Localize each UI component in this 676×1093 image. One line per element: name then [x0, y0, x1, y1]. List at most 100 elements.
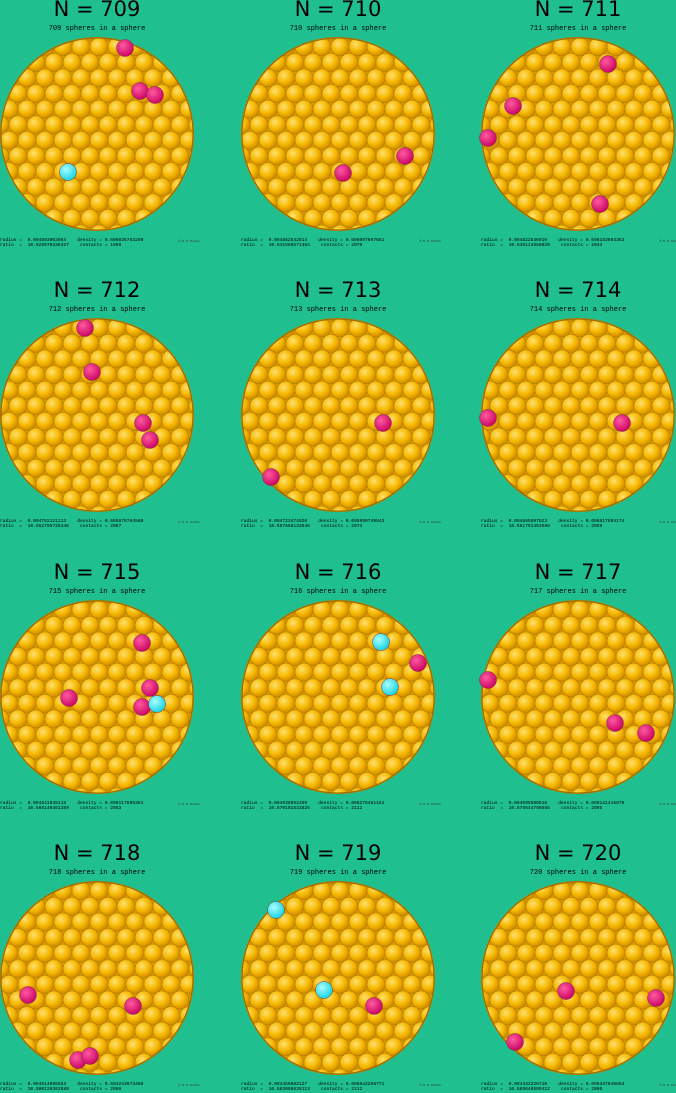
- credit: © R. H. Hardin: [659, 802, 676, 806]
- sphere-packing: [0, 600, 194, 794]
- highlighted-sphere: [133, 698, 151, 716]
- panel: N = 718 718 spheres in a sphere radius = 0…: [0, 841, 200, 1092]
- sphere-packing: [241, 318, 435, 512]
- stats-line: radius = 0.094503003964 density = 0.6960…: [0, 237, 144, 243]
- panel-subtitle: 716 spheres in a sphere: [290, 588, 387, 596]
- panel: N = 719 719 spheres in a sphere radius = 0…: [241, 841, 441, 1092]
- highlighted-sphere: [372, 633, 390, 651]
- highlighted-sphere: [76, 319, 94, 337]
- highlighted-sphere: [365, 997, 383, 1015]
- highlighted-sphere: [381, 678, 399, 696]
- highlighted-sphere: [267, 901, 285, 919]
- stats-line: ratio = 10.557666133545 contacts = 2074: [241, 523, 363, 529]
- sphere-packing: [0, 318, 194, 512]
- highlighted-sphere: [133, 634, 151, 652]
- highlighted-sphere: [134, 414, 152, 432]
- highlighted-sphere: [83, 363, 101, 381]
- highlighted-sphere: [613, 414, 631, 432]
- highlighted-sphere: [396, 147, 414, 165]
- highlighted-sphere: [141, 679, 159, 697]
- credit: © R. H. Hardin: [419, 239, 441, 243]
- stats-line: radius = 0.094762121113 density = 0.6958…: [0, 518, 144, 524]
- credit: © R. H. Hardin: [659, 520, 676, 524]
- panel-subtitle: 711 spheres in a sphere: [530, 25, 627, 33]
- stats-line: ratio = 10.552795725446 contacts = 2087: [0, 523, 122, 529]
- panel: N = 715 715 spheres in a sphere radius = 0…: [0, 560, 200, 811]
- highlighted-sphere: [504, 97, 522, 115]
- panel-subtitle: 718 spheres in a sphere: [49, 869, 146, 877]
- stats-line: radius = 0.094723474926 density = 0.6959…: [241, 518, 385, 524]
- sphere-packing: [481, 600, 675, 794]
- stats-line: ratio = 10.566140461359 contacts = 2053: [0, 805, 122, 811]
- credit: © R. H. Hardin: [419, 520, 441, 524]
- stats-line: radius = 0.094514995563 density = 0.6942…: [0, 1081, 144, 1087]
- highlighted-sphere: [606, 714, 624, 732]
- highlighted-sphere: [479, 409, 497, 427]
- panel: N = 711 711 spheres in a sphere radius = 0…: [481, 0, 676, 248]
- stats-line: radius = 0.094459882127 density = 0.6966…: [241, 1081, 385, 1087]
- stats-line: ratio = 10.541568571384 contacts = 2079: [241, 242, 363, 248]
- highlighted-sphere: [148, 695, 166, 713]
- panel-title: N = 709: [54, 0, 141, 21]
- sphere-packing: [0, 37, 194, 231]
- panel-title: N = 714: [535, 278, 622, 302]
- panel: N = 709 709 spheres in a sphere radius = 0…: [0, 0, 200, 248]
- panel-subtitle: 715 spheres in a sphere: [49, 588, 146, 596]
- highlighted-sphere: [131, 82, 149, 100]
- sphere-packing: [481, 37, 675, 231]
- panel: N = 716 716 spheres in a sphere radius = 0…: [241, 560, 441, 811]
- stats-line: ratio = 10.589640509412 contacts = 2096: [481, 1086, 603, 1092]
- sphere-packing: [241, 37, 435, 231]
- sphere-packing: [481, 881, 675, 1075]
- panel-subtitle: 710 spheres in a sphere: [290, 25, 387, 33]
- highlighted-sphere: [647, 989, 665, 1007]
- stats-line: ratio = 10.570101533826 contacts = 2112: [241, 805, 363, 811]
- panel: N = 720 720 spheres in a sphere radius = 0…: [481, 841, 676, 1092]
- panel-subtitle: 720 spheres in a sphere: [530, 869, 627, 877]
- highlighted-sphere: [146, 86, 164, 104]
- highlighted-sphere: [557, 982, 575, 1000]
- highlighted-sphere: [409, 654, 427, 672]
- credit: © R. H. Hardin: [178, 1083, 200, 1087]
- credit: © R. H. Hardin: [419, 802, 441, 806]
- panel: N = 712 712 spheres in a sphere radius = 0…: [0, 278, 200, 529]
- stats-line: radius = 0.094433226710 density = 0.6963…: [481, 1081, 625, 1087]
- stats-line: ratio = 10.580128362589 contacts = 2098: [0, 1086, 122, 1092]
- credit: © R. H. Hardin: [419, 1083, 441, 1087]
- panel-title: N = 718: [54, 841, 141, 865]
- highlighted-sphere: [591, 195, 609, 213]
- highlighted-sphere: [315, 981, 333, 999]
- stats-line: ratio = 10.583096835113 contacts = 2112: [241, 1086, 363, 1092]
- highlighted-sphere: [59, 163, 77, 181]
- panel: N = 714 714 spheres in a sphere radius = 0…: [481, 278, 676, 529]
- highlighted-sphere: [124, 997, 142, 1015]
- panel-title: N = 716: [295, 560, 382, 584]
- panel-subtitle: 713 spheres in a sphere: [290, 306, 387, 314]
- highlighted-sphere: [116, 39, 134, 57]
- stats-line: ratio = 10.546114856020 contacts = 2043: [481, 242, 603, 248]
- panel-subtitle: 709 spheres in a sphere: [49, 25, 146, 33]
- stats-line: ratio = 10.526970336427 contacts = 1989: [0, 242, 122, 248]
- sphere-packing: [481, 318, 675, 512]
- panel: N = 710 710 spheres in a sphere radius = 0…: [241, 0, 441, 248]
- stats-line: ratio = 10.575644799555 contacts = 2095: [481, 805, 603, 811]
- stats-line: radius = 0.094638892369 density = 0.6962…: [241, 800, 385, 806]
- credit: © R. H. Hardin: [178, 239, 200, 243]
- highlighted-sphere: [637, 724, 655, 742]
- panel-title: N = 717: [535, 560, 622, 584]
- panel-title: N = 712: [54, 278, 141, 302]
- panel-title: N = 713: [295, 278, 382, 302]
- stats-line: radius = 0.094685897523 density = 0.6968…: [481, 518, 625, 524]
- panel-subtitle: 719 spheres in a sphere: [290, 869, 387, 877]
- panel-subtitle: 712 spheres in a sphere: [49, 306, 146, 314]
- panel-title: N = 715: [54, 560, 141, 584]
- sphere-packing: [0, 881, 194, 1075]
- panel-title: N = 710: [295, 0, 382, 21]
- highlighted-sphere: [506, 1033, 524, 1051]
- panel-title: N = 719: [295, 841, 382, 865]
- highlighted-sphere: [60, 689, 78, 707]
- highlighted-sphere: [479, 671, 497, 689]
- panel-subtitle: 714 spheres in a sphere: [530, 306, 627, 314]
